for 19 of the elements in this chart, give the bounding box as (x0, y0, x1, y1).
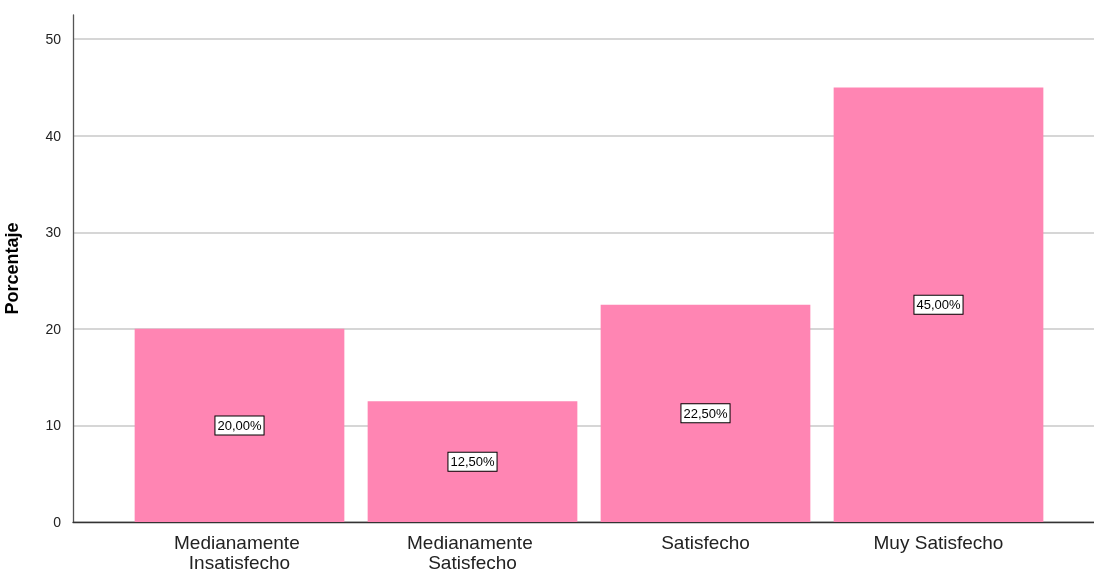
x-tick-label: Medianamente Insatisfecho (174, 531, 305, 573)
data-label: 20,00% (217, 417, 262, 433)
x-tick-label: Medianamente Satisfecho (407, 531, 538, 573)
bar (600, 304, 811, 522)
y-tick-label: 20 (45, 320, 62, 337)
y-tick-label: 50 (45, 31, 62, 48)
x-tick-label: Muy Satisfecho (873, 531, 1004, 553)
data-label: 45,00% (916, 297, 961, 313)
y-tick-label: 40 (45, 127, 62, 144)
y-axis-title: Porcentaje (2, 222, 22, 315)
y-tick-label: 30 (45, 224, 62, 241)
bar (134, 328, 345, 522)
y-tick-label: 10 (45, 417, 62, 434)
x-tick-label: Satisfecho (661, 531, 750, 553)
data-label: 22,50% (683, 405, 728, 421)
y-tick-label: 0 (53, 514, 62, 530)
bar (833, 87, 1044, 522)
data-label: 12,50% (450, 454, 495, 470)
bar (367, 401, 578, 522)
